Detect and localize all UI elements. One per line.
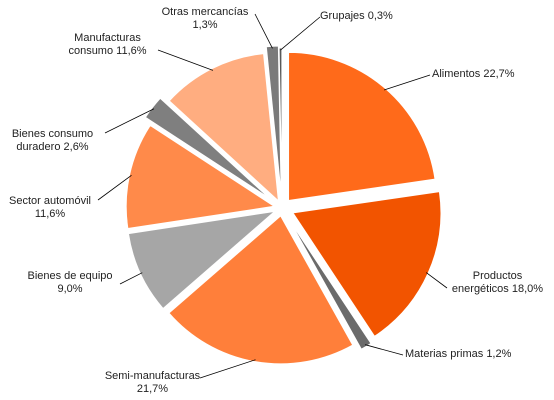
leader-line [365, 344, 404, 356]
pie-slice [168, 215, 354, 365]
value-label: 22,7% [483, 68, 515, 80]
leader-line [383, 74, 431, 91]
data-label: Grupajes 0,3% [320, 10, 440, 23]
pie-slice [278, 47, 283, 197]
category-label: Otras mercancías [161, 6, 249, 18]
value-label: 1,2% [486, 348, 512, 360]
category-label: Alimentos [432, 68, 481, 80]
value-label: 1,3% [192, 19, 218, 31]
value-label: 2,6% [63, 141, 89, 153]
value-label: 18,0% [511, 283, 544, 295]
category-label: Semi-manufacturas [104, 370, 201, 382]
data-label: Materias primas 1,2% [405, 348, 535, 361]
leader-line [425, 272, 448, 289]
pie-slice [125, 124, 276, 230]
leader-line [97, 175, 132, 201]
category-label: Bienes de equipo [27, 270, 113, 282]
pie-slice [168, 53, 280, 203]
value-label: 11,6% [34, 208, 66, 220]
data-label: Alimentos 22,7% [432, 68, 542, 81]
value-label: 0,3% [367, 10, 393, 22]
leader-line [119, 272, 143, 285]
leader-line [157, 49, 214, 71]
category-label: Sector automóvil [9, 195, 91, 207]
leader-line [254, 13, 273, 49]
category-label: Grupajes [320, 10, 365, 22]
category-label: Materias primas [405, 348, 484, 360]
data-label: Productos energéticos 18,0% [445, 270, 550, 296]
pie-slice [288, 51, 436, 202]
category-label: Productos energéticos [451, 270, 523, 295]
category-label: Bienes consumo duradero [11, 128, 94, 153]
data-label: Sector automóvil 11,6% [0, 195, 100, 221]
pie-slice [265, 45, 282, 195]
value-label: 21,7% [136, 383, 169, 395]
data-label: Bienes consumo duradero 2,6% [0, 128, 105, 154]
value-label: 11,6% [116, 45, 147, 57]
leader-line [280, 16, 321, 51]
data-label: Bienes de equipo 9,0% [15, 270, 125, 296]
pie-slice [292, 191, 442, 338]
data-label: Manufacturas consumo 11,6% [55, 32, 160, 58]
pie-slice [144, 97, 270, 199]
pie-slice [288, 219, 372, 350]
category-label: Manufacturas consumo [68, 32, 141, 57]
leader-line [199, 359, 256, 379]
value-label: 9,0% [57, 283, 83, 295]
data-label: Semi-manufacturas 21,7% [95, 370, 210, 396]
leader-line [104, 108, 155, 134]
data-label: Otras mercancías 1,3% [150, 6, 260, 32]
